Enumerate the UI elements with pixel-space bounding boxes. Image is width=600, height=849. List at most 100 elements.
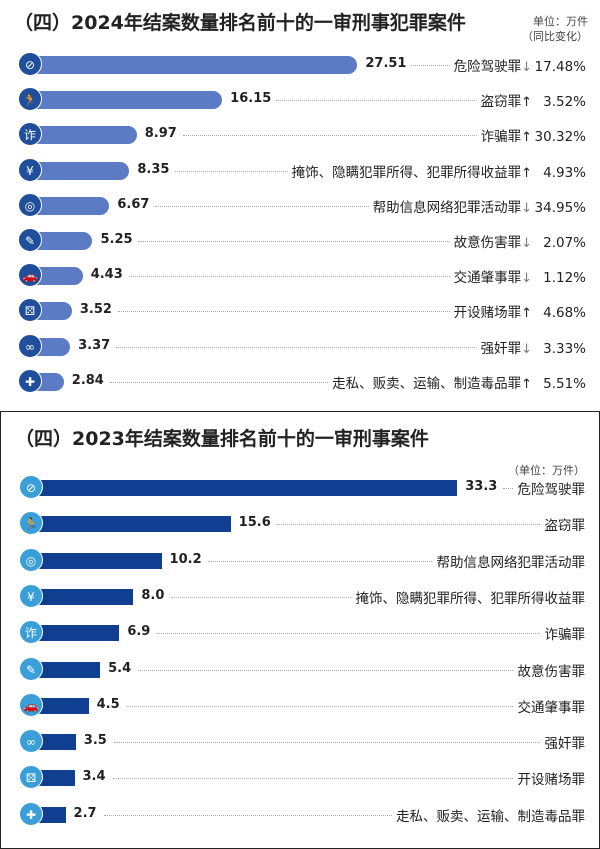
chart-2023: （四）2023年结案数量排名前十的一审刑事案件 （单位：万件） ⊘ 33.3 危…	[0, 411, 600, 849]
bar	[30, 91, 223, 110]
bar-row: ⚄ 3.52 开设赌场罪↑ 4.68%	[0, 297, 600, 325]
change-arrow: ↓	[521, 271, 532, 287]
value-label: 5.25	[100, 232, 133, 247]
leader-line	[276, 524, 540, 526]
category-label: 诈骗罪↑ 30.32%	[481, 125, 586, 145]
change-value: 3.52%	[543, 94, 586, 111]
leader-line	[503, 488, 513, 489]
bar-row: ¥ 8.0 掩饰、隐瞒犯罪所得、犯罪所得收益罪	[1, 583, 600, 611]
chart-2024: （四）2024年结案数量排名前十的一审刑事犯罪案件 单位：万件 （同比变化） ⊘…	[0, 0, 600, 400]
bar	[31, 516, 231, 533]
fraud-icon: 诈	[18, 122, 42, 147]
bar-row: ∞ 3.5 强奸罪	[1, 728, 600, 756]
category-text: 盗窃罪	[544, 518, 586, 535]
unit-label: 单位：万件 （同比变化）	[522, 14, 588, 44]
category-label: 盗窃罪↑ 3.52%	[481, 90, 586, 110]
bar	[30, 232, 93, 250]
bar-row: ✚ 2.84 走私、贩卖、运输、制造毒品罪↑ 5.51%	[0, 368, 600, 396]
category-label: 盗窃罪	[545, 514, 586, 534]
leader-line	[207, 560, 432, 562]
leader-line	[128, 276, 450, 278]
change-value: 34.95%	[534, 199, 586, 216]
leader-line	[113, 742, 540, 744]
chart-title: （四）2023年结案数量排名前十的一审刑事案件	[15, 428, 429, 450]
value-label: 8.0	[141, 587, 165, 603]
value-label: 4.5	[96, 696, 120, 712]
bar-row: ✎ 5.4 故意伤害罪	[1, 656, 600, 684]
bar	[31, 697, 89, 714]
category-text: 交通肇事罪	[517, 699, 586, 716]
unit-note: （同比变化）	[522, 30, 588, 43]
change-arrow: ↑	[521, 165, 532, 181]
leader-line	[109, 381, 328, 383]
value-label: 16.15	[230, 91, 272, 107]
category-text: 开设赌场罪	[453, 305, 522, 322]
category-label: 故意伤害罪	[518, 660, 586, 680]
value-label: 15.6	[238, 515, 271, 531]
bar	[31, 625, 120, 642]
category-text: 诈骗罪	[480, 129, 522, 146]
thief-icon: 🏃	[18, 87, 42, 112]
bar	[30, 267, 83, 286]
bar	[31, 661, 101, 678]
category-text: 帮助信息网络犯罪活动罪	[372, 199, 522, 216]
change-arrow: ↓	[521, 60, 532, 75]
handcuffs-icon: ∞	[19, 729, 43, 754]
category-text: 走私、贩卖、运输、制造毒品罪	[396, 808, 585, 825]
leader-line	[157, 633, 540, 635]
leader-line	[276, 100, 477, 102]
globe-icon: ◎	[19, 547, 43, 572]
value-label: 10.2	[169, 551, 202, 567]
bar-row: ⊘ 33.3 危险驾驶罪	[1, 474, 600, 502]
bar-row: ⊘ 27.51 危险驾驶罪↓ 17.48%	[0, 51, 600, 79]
category-text: 掩饰、隐瞒犯罪所得、犯罪所得收益罪	[355, 590, 586, 607]
leader-line	[175, 170, 288, 172]
drugs-icon: ✚	[18, 368, 42, 393]
leader-line	[171, 596, 351, 598]
bar-row: 🚗 4.5 交通肇事罪	[1, 692, 600, 720]
value-label: 5.4	[108, 660, 132, 676]
change-value: 2.07%	[543, 235, 586, 251]
value-label: 6.9	[127, 624, 151, 640]
category-label: 诈骗罪	[545, 623, 586, 643]
category-text: 故意伤害罪	[517, 663, 586, 680]
category-label: 交通肇事罪	[518, 696, 586, 716]
fraud-icon: 诈	[19, 620, 43, 645]
handcuffs-icon: ∞	[18, 333, 42, 358]
change-arrow: ↑	[521, 376, 532, 392]
leader-line	[103, 814, 392, 816]
change-value: 1.12%	[543, 270, 586, 287]
value-label: 8.35	[137, 161, 170, 177]
category-text: 掩饰、隐瞒犯罪所得、犯罪所得收益罪	[291, 164, 522, 181]
value-label: 3.37	[78, 337, 111, 353]
category-label: 掩饰、隐瞒犯罪所得、犯罪所得收益罪↑ 4.93%	[292, 161, 586, 181]
bar	[31, 552, 162, 569]
category-label: 强奸罪	[545, 732, 586, 752]
money-bag-icon: ¥	[19, 583, 43, 608]
change-value: 4.93%	[543, 164, 586, 181]
value-label: 8.97	[144, 126, 177, 142]
category-label: 危险驾驶罪	[518, 478, 586, 498]
change-arrow: ↓	[521, 236, 532, 251]
change-value: 5.51%	[543, 375, 586, 392]
value-label: 3.5	[83, 733, 107, 749]
bar-row: ∞ 3.37 强奸罪↓ 3.33%	[0, 333, 600, 361]
leader-line	[411, 65, 450, 66]
category-text: 交通肇事罪	[453, 270, 522, 287]
value-label: 2.7	[73, 805, 97, 821]
change-value: 30.32%	[534, 129, 586, 146]
globe-icon: ◎	[18, 192, 42, 217]
category-label: 强奸罪↓ 3.33%	[481, 337, 586, 357]
leader-line	[126, 705, 513, 707]
chart-title: （四）2024年结案数量排名前十的一审刑事犯罪案件	[14, 12, 466, 34]
knife-icon: ✎	[19, 656, 43, 681]
category-label: 帮助信息网络犯罪活动罪↓ 34.95%	[373, 196, 586, 216]
value-label: 6.67	[117, 196, 150, 212]
leader-line	[155, 205, 369, 207]
category-text: 危险驾驶罪	[517, 482, 586, 498]
no-driving-icon: ⊘	[18, 52, 42, 76]
category-text: 诈骗罪	[544, 627, 586, 644]
category-text: 盗窃罪	[480, 94, 522, 111]
leader-line	[112, 778, 513, 780]
bar-row: 🚗 4.43 交通肇事罪↓ 1.12%	[0, 262, 600, 290]
